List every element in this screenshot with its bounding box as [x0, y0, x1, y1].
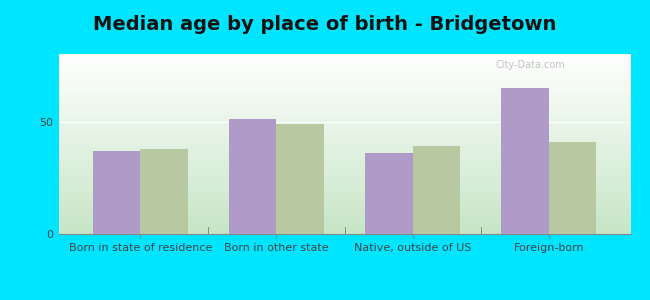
Bar [229, 119, 276, 234]
Bar [413, 146, 460, 234]
Bar [501, 88, 549, 234]
Bar [365, 153, 413, 234]
Bar [276, 124, 324, 234]
Text: City-Data.com: City-Data.com [496, 60, 566, 70]
Bar [92, 151, 140, 234]
Bar [140, 148, 188, 234]
Text: Median age by place of birth - Bridgetown: Median age by place of birth - Bridgetow… [94, 15, 556, 34]
Bar [549, 142, 597, 234]
